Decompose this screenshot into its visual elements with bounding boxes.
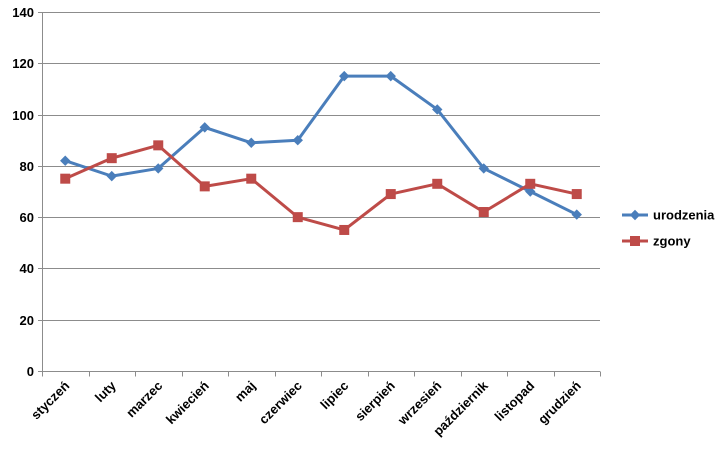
data-point-urodzenia bbox=[525, 186, 536, 197]
legend: urodzenia zgony bbox=[622, 208, 715, 249]
data-point-zgony bbox=[60, 173, 71, 184]
data-point-zgony bbox=[153, 140, 164, 151]
data-point-urodzenia bbox=[571, 209, 582, 220]
data-point-urodzenia bbox=[153, 163, 164, 174]
data-point-zgony bbox=[478, 207, 489, 218]
y-axis-tick-labels: 0 20 40 60 80 100 120 140 bbox=[12, 5, 34, 379]
data-point-zgony bbox=[432, 178, 443, 189]
legend-marker-zgony bbox=[630, 236, 640, 246]
y-tick-label: 80 bbox=[20, 159, 34, 174]
axes bbox=[38, 12, 601, 377]
data-point-urodzenia bbox=[246, 137, 257, 148]
series bbox=[60, 70, 582, 235]
x-tick-label: grudzień bbox=[535, 378, 584, 427]
data-point-zgony bbox=[385, 189, 396, 200]
data-point-zgony bbox=[571, 189, 582, 200]
y-tick-label: 100 bbox=[12, 108, 34, 123]
series-line-urodzenia bbox=[63, 74, 579, 217]
y-tick-label: 0 bbox=[27, 364, 34, 379]
data-point-zgony bbox=[292, 212, 303, 223]
data-point-urodzenia bbox=[292, 135, 303, 146]
series-urodzenia bbox=[60, 70, 582, 220]
data-point-urodzenia bbox=[385, 70, 396, 82]
data-point-urodzenia bbox=[432, 104, 443, 115]
legend-entry-zgony: zgony bbox=[622, 234, 691, 249]
y-tick-label: 120 bbox=[12, 56, 34, 71]
x-tick-label: marzec bbox=[123, 378, 165, 420]
x-tick-label: listopad bbox=[492, 378, 538, 424]
legend-entry-urodzenia: urodzenia bbox=[622, 208, 715, 223]
data-point-urodzenia bbox=[199, 122, 210, 133]
data-point-zgony bbox=[246, 173, 257, 184]
y-tick-label: 20 bbox=[20, 313, 34, 328]
x-tick-label: kwiecień bbox=[163, 378, 212, 427]
data-point-zgony bbox=[199, 181, 210, 192]
y-tick-label: 140 bbox=[12, 5, 34, 20]
x-tick-label: czerwiec bbox=[256, 378, 305, 427]
data-point-urodzenia bbox=[478, 163, 489, 174]
y-tick-label: 60 bbox=[20, 210, 34, 225]
x-tick-label: maj bbox=[232, 378, 258, 404]
x-tick-label: styczeń bbox=[28, 378, 72, 422]
x-tick-label: lipiec bbox=[317, 378, 351, 412]
series-zgony bbox=[60, 140, 582, 235]
data-point-zgony bbox=[106, 153, 117, 164]
data-point-urodzenia bbox=[339, 70, 350, 82]
data-point-urodzenia bbox=[106, 170, 117, 182]
gridlines bbox=[42, 12, 600, 321]
data-point-zgony bbox=[525, 178, 536, 189]
x-tick-label: sierpień bbox=[352, 378, 398, 424]
data-point-zgony bbox=[339, 224, 350, 235]
legend-marker-urodzenia bbox=[629, 209, 641, 221]
y-tick-label: 40 bbox=[20, 261, 34, 276]
legend-label-urodzenia: urodzenia bbox=[653, 208, 715, 223]
x-tick-label: luty bbox=[92, 377, 119, 404]
series-line-zgony bbox=[63, 143, 579, 232]
legend-label-zgony: zgony bbox=[653, 234, 691, 249]
data-point-urodzenia bbox=[60, 155, 71, 166]
